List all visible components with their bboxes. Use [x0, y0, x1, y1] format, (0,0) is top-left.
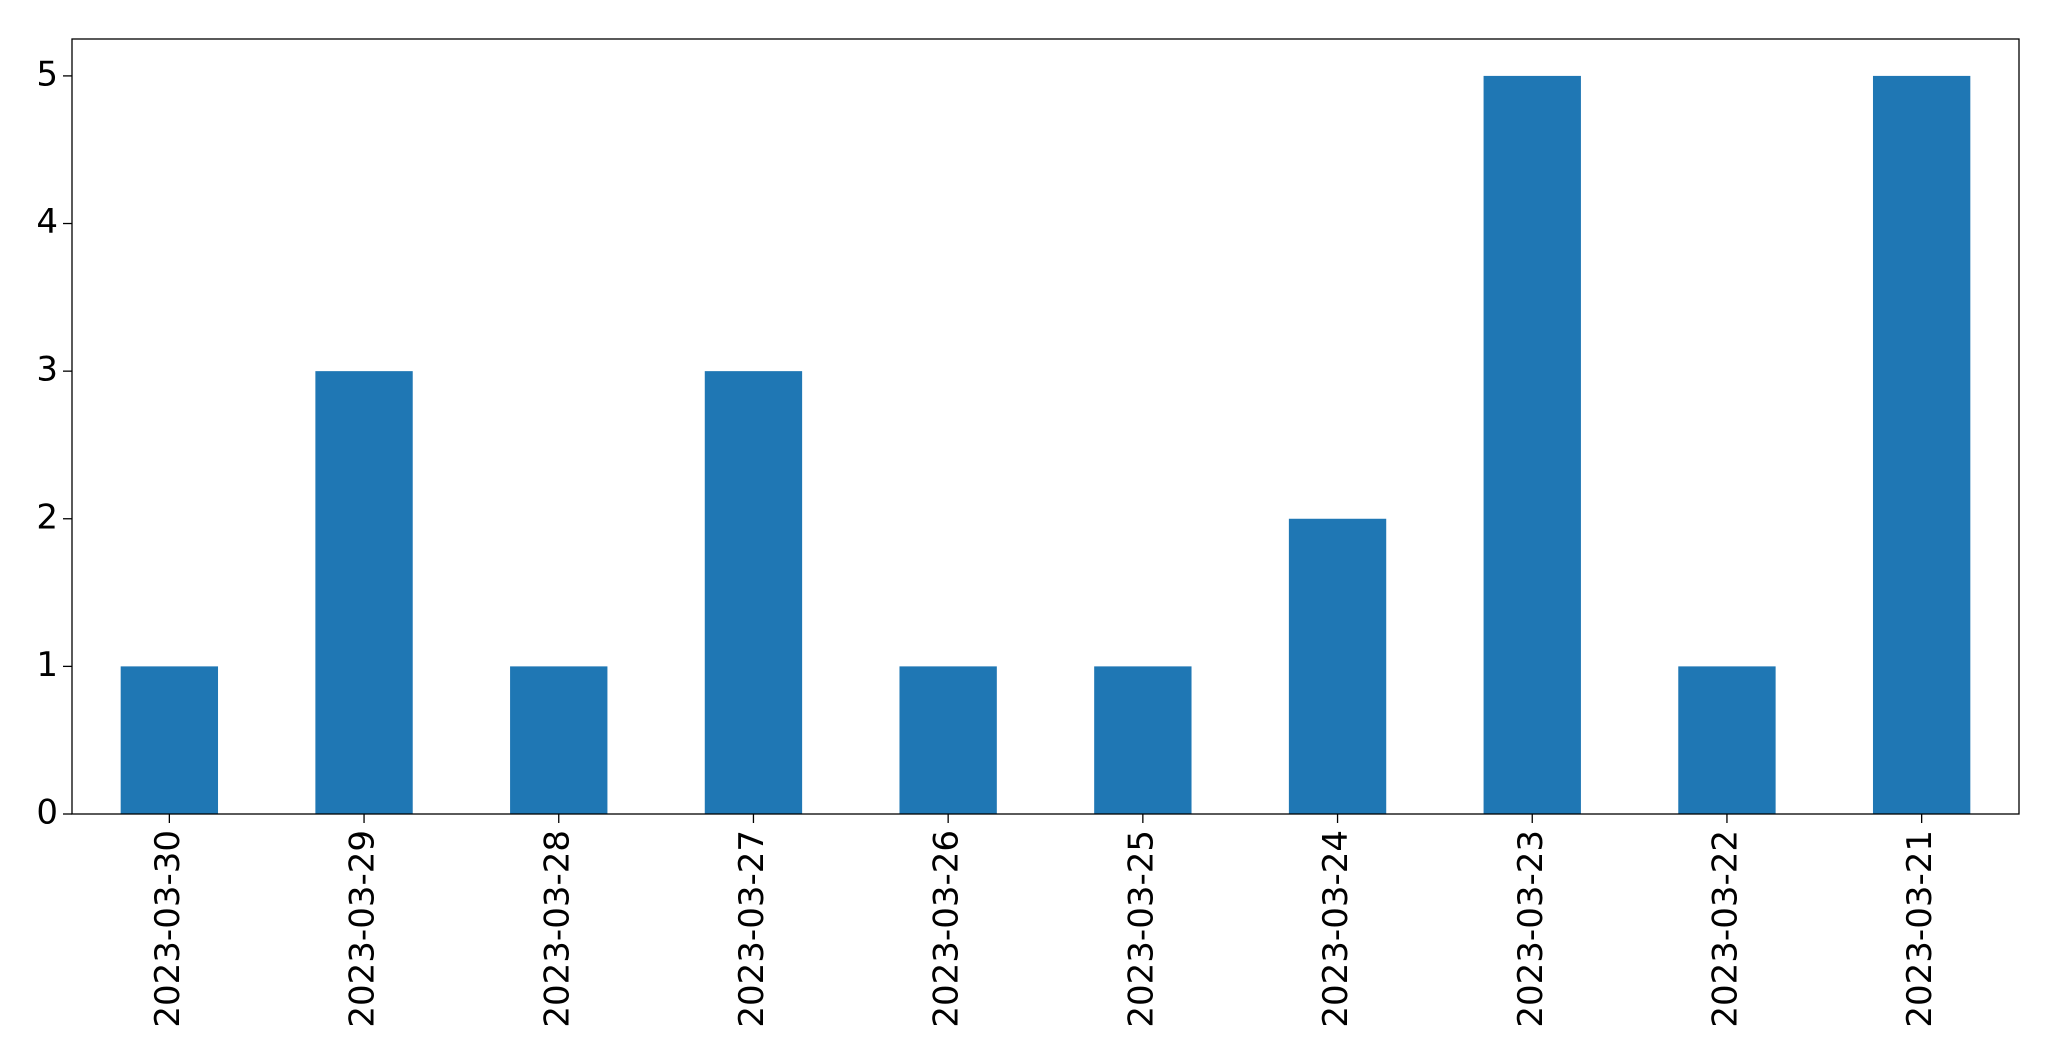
y-tick-label: 5	[36, 54, 58, 94]
bar	[1288, 518, 1387, 814]
x-tick-label: 2023-03-26	[927, 830, 967, 1028]
bar	[120, 666, 219, 814]
x-tick-label: 2023-03-27	[732, 830, 772, 1028]
y-tick-label: 4	[36, 202, 58, 242]
bar	[1678, 666, 1776, 814]
x-tick-label: 2023-03-25	[1121, 830, 1161, 1028]
y-tick-label: 1	[36, 645, 58, 685]
x-tick-label: 2023-03-29	[343, 830, 383, 1028]
y-tick-label: 2	[36, 497, 58, 537]
bar	[315, 371, 413, 814]
bar	[899, 666, 997, 814]
bar	[1483, 75, 1581, 814]
bar	[704, 371, 803, 814]
x-tick-label: 2023-03-28	[537, 830, 577, 1028]
x-tick-label: 2023-03-30	[148, 830, 188, 1028]
bar	[1094, 666, 1192, 814]
bar	[510, 666, 608, 814]
plot-frame	[71, 38, 2020, 815]
y-tick-label: 3	[36, 350, 58, 390]
x-tick-label: 2023-03-24	[1316, 830, 1356, 1028]
x-tick-label: 2023-03-23	[1511, 830, 1551, 1028]
bar	[1872, 75, 1971, 814]
x-tick-label: 2023-03-22	[1705, 830, 1745, 1028]
y-tick-label: 0	[36, 793, 58, 833]
x-tick-label: 2023-03-21	[1900, 830, 1940, 1028]
